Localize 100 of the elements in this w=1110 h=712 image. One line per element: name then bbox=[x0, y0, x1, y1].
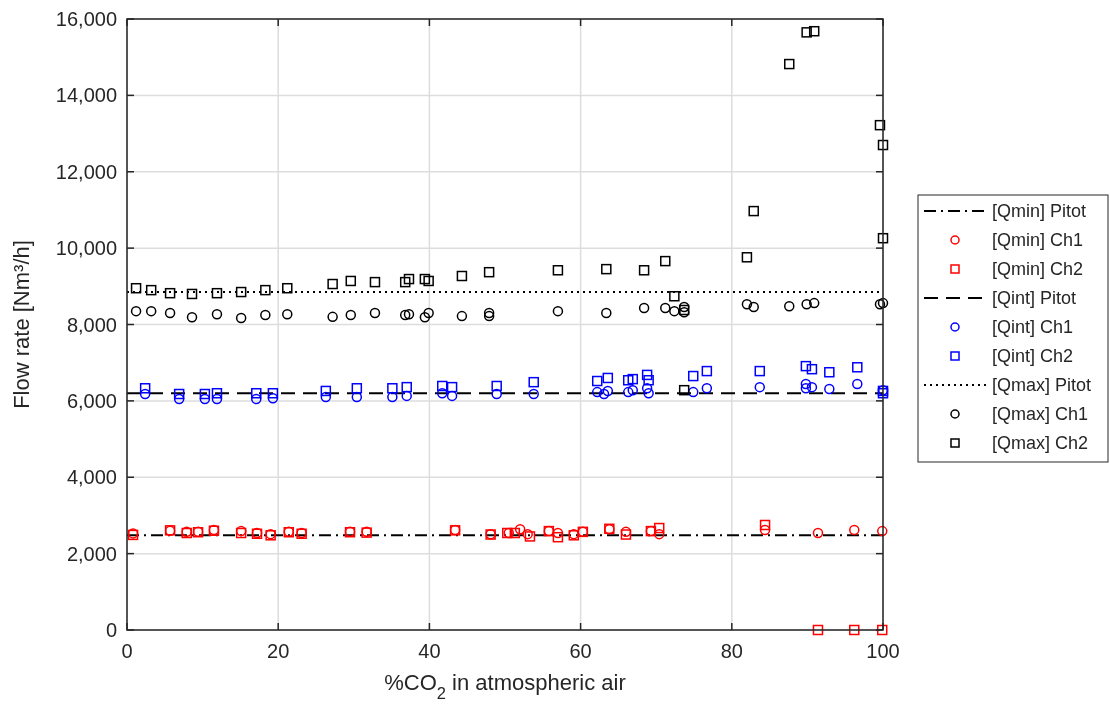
legend-label: [Qint] Ch1 bbox=[992, 317, 1074, 338]
point bbox=[199, 393, 211, 405]
point bbox=[369, 307, 381, 319]
point bbox=[320, 391, 332, 403]
legend-label: [Qmin] Ch2 bbox=[992, 259, 1084, 280]
point bbox=[186, 311, 198, 323]
point bbox=[403, 308, 415, 320]
x-tick-label: 40 bbox=[418, 640, 441, 662]
y-tick-label: 4,000 bbox=[66, 466, 117, 489]
point bbox=[446, 390, 458, 402]
point bbox=[808, 297, 820, 309]
point bbox=[748, 301, 759, 313]
point bbox=[369, 276, 381, 288]
point bbox=[876, 624, 888, 636]
point bbox=[627, 384, 639, 396]
y-tick-label: 10,000 bbox=[55, 237, 117, 260]
legend-label: [Qmax] Ch1 bbox=[992, 404, 1089, 425]
point bbox=[130, 282, 142, 294]
point bbox=[419, 311, 431, 323]
point bbox=[437, 380, 448, 392]
point bbox=[437, 387, 448, 399]
point bbox=[173, 393, 185, 405]
x-tick-label: 60 bbox=[569, 640, 592, 662]
point bbox=[403, 273, 415, 285]
point bbox=[824, 383, 835, 395]
point bbox=[345, 309, 357, 321]
point bbox=[235, 286, 247, 298]
point bbox=[282, 282, 293, 294]
point bbox=[876, 525, 888, 537]
point bbox=[759, 524, 771, 536]
legend-label: [Qmax] Pitot bbox=[992, 375, 1092, 396]
point bbox=[446, 381, 458, 393]
point bbox=[602, 372, 614, 384]
point bbox=[784, 300, 795, 312]
y-tick-label: 14,000 bbox=[55, 84, 117, 107]
point bbox=[399, 309, 411, 321]
point bbox=[877, 232, 889, 244]
point bbox=[423, 307, 434, 319]
point bbox=[509, 527, 521, 539]
point bbox=[591, 375, 603, 387]
point bbox=[759, 519, 771, 531]
point bbox=[754, 365, 766, 377]
y-tick-label: 12,000 bbox=[55, 160, 117, 183]
point bbox=[552, 305, 564, 317]
y-tick-label: 8,000 bbox=[66, 313, 117, 336]
point bbox=[199, 388, 211, 400]
point bbox=[351, 383, 363, 394]
point bbox=[401, 390, 412, 402]
point bbox=[514, 523, 526, 535]
point bbox=[267, 387, 279, 399]
point bbox=[660, 302, 671, 314]
point bbox=[327, 278, 338, 290]
point bbox=[800, 383, 812, 394]
point bbox=[419, 273, 431, 285]
point bbox=[591, 386, 603, 398]
legend-label: [Qint] Pitot bbox=[992, 288, 1077, 309]
point bbox=[653, 522, 665, 534]
point bbox=[456, 310, 468, 322]
point bbox=[701, 365, 713, 377]
point bbox=[852, 362, 863, 373]
point bbox=[211, 287, 223, 299]
point bbox=[351, 391, 363, 403]
point bbox=[806, 363, 818, 375]
point bbox=[800, 378, 812, 390]
point bbox=[528, 376, 539, 388]
point bbox=[164, 287, 176, 299]
point bbox=[701, 383, 713, 394]
point bbox=[602, 385, 614, 397]
x-tick-label: 100 bbox=[866, 640, 900, 662]
point bbox=[483, 266, 495, 278]
point bbox=[528, 388, 539, 400]
legend-label: [Qmax] Ch2 bbox=[992, 433, 1089, 454]
point bbox=[643, 387, 654, 399]
y-tick-label: 6,000 bbox=[66, 389, 117, 412]
point bbox=[456, 270, 468, 282]
y-tick-label: 0 bbox=[105, 619, 117, 641]
point bbox=[622, 386, 634, 398]
point bbox=[784, 58, 795, 70]
point bbox=[145, 305, 157, 317]
point bbox=[669, 290, 680, 302]
legend-label: [Qmin] Pitot bbox=[992, 201, 1087, 222]
point bbox=[260, 284, 271, 296]
point bbox=[260, 309, 271, 321]
point bbox=[641, 369, 653, 381]
y-tick-label: 2,000 bbox=[66, 542, 117, 565]
point bbox=[687, 370, 699, 382]
point bbox=[741, 252, 753, 263]
point bbox=[849, 524, 860, 536]
point bbox=[806, 381, 818, 393]
point bbox=[145, 284, 157, 296]
point bbox=[139, 383, 151, 394]
point bbox=[622, 375, 634, 386]
point bbox=[638, 302, 650, 314]
point bbox=[387, 383, 398, 394]
point bbox=[601, 263, 612, 275]
point bbox=[491, 380, 502, 392]
point bbox=[601, 307, 612, 319]
point bbox=[401, 381, 412, 393]
legend-label: [Qint] Ch2 bbox=[992, 346, 1074, 367]
legend-label: [Qmin] Ch1 bbox=[992, 230, 1084, 251]
